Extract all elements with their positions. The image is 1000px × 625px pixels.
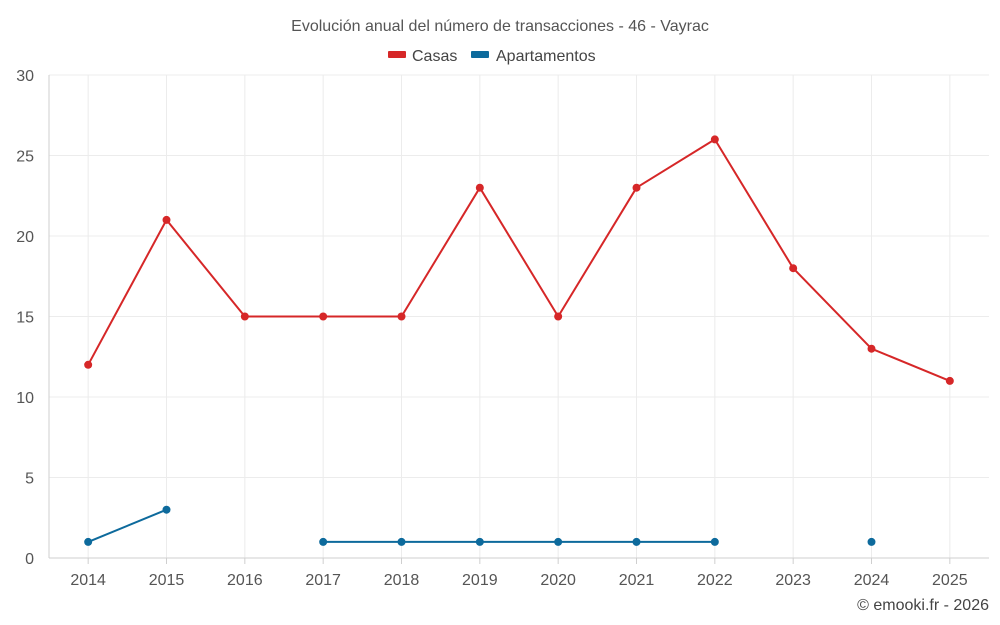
y-tick-label: 10 <box>16 390 34 407</box>
x-tick-label: 2020 <box>540 572 576 589</box>
data-point-casas-2023 <box>789 264 798 273</box>
legend-swatch-apartamentos <box>471 51 489 58</box>
x-tick-label: 2021 <box>619 572 655 589</box>
data-point-casas-2017 <box>319 312 328 321</box>
y-tick-label: 5 <box>25 471 34 488</box>
chart-title: Evolución anual del número de transaccio… <box>291 18 709 35</box>
x-tick-label: 2024 <box>854 572 890 589</box>
legend-label-casas: Casas <box>412 48 457 65</box>
data-point-casas-2015 <box>162 215 171 224</box>
x-tick-label: 2023 <box>775 572 811 589</box>
data-point-casas-2025 <box>945 376 954 385</box>
data-point-casas-2021 <box>632 183 641 192</box>
series-line-casas <box>87 138 951 382</box>
y-tick-label: 0 <box>25 551 34 568</box>
series-casas <box>84 135 954 385</box>
x-tick-label: 2017 <box>305 572 341 589</box>
y-tick-label: 15 <box>16 310 34 327</box>
x-tick-label: 2022 <box>697 572 733 589</box>
data-point-apartamentos-2020 <box>554 537 563 546</box>
data-point-apartamentos-2018 <box>397 537 406 546</box>
data-point-apartamentos-2015 <box>162 505 171 514</box>
data-point-casas-2024 <box>867 344 876 353</box>
x-tick-label: 2019 <box>462 572 498 589</box>
grid <box>49 74 989 558</box>
data-point-casas-2014 <box>84 360 93 369</box>
legend-item-casas[interactable]: Casas <box>388 48 457 65</box>
x-tick-label: 2025 <box>932 572 968 589</box>
data-point-apartamentos-2017 <box>319 537 328 546</box>
data-point-apartamentos-2024 <box>867 537 876 546</box>
series-line-apartamentos <box>87 508 167 543</box>
data-point-casas-2022 <box>710 135 719 144</box>
data-point-apartamentos-2021 <box>632 537 641 546</box>
legend-label-apartamentos: Apartamentos <box>496 48 596 65</box>
data-point-casas-2018 <box>397 312 406 321</box>
data-point-apartamentos-2019 <box>475 537 484 546</box>
legend-item-apartamentos[interactable]: Apartamentos <box>471 48 596 65</box>
data-point-apartamentos-2022 <box>710 537 719 546</box>
legend-swatch-casas <box>388 51 406 58</box>
x-tick-label: 2018 <box>384 572 420 589</box>
y-tick-label: 30 <box>16 68 34 85</box>
series-apartamentos <box>84 505 876 546</box>
legend[interactable]: Casas Apartamentos <box>388 48 596 65</box>
x-tick-label: 2016 <box>227 572 263 589</box>
data-point-casas-2016 <box>240 312 249 321</box>
data-point-casas-2019 <box>475 183 484 192</box>
series <box>84 135 954 546</box>
data-point-casas-2020 <box>554 312 563 321</box>
credit-text: © emooki.fr - 2026 <box>857 597 989 614</box>
x-tick-label: 2015 <box>149 572 185 589</box>
data-point-apartamentos-2014 <box>84 537 93 546</box>
y-tick-label: 20 <box>16 229 34 246</box>
y-tick-label: 25 <box>16 149 34 166</box>
x-tick-label: 2014 <box>70 572 106 589</box>
